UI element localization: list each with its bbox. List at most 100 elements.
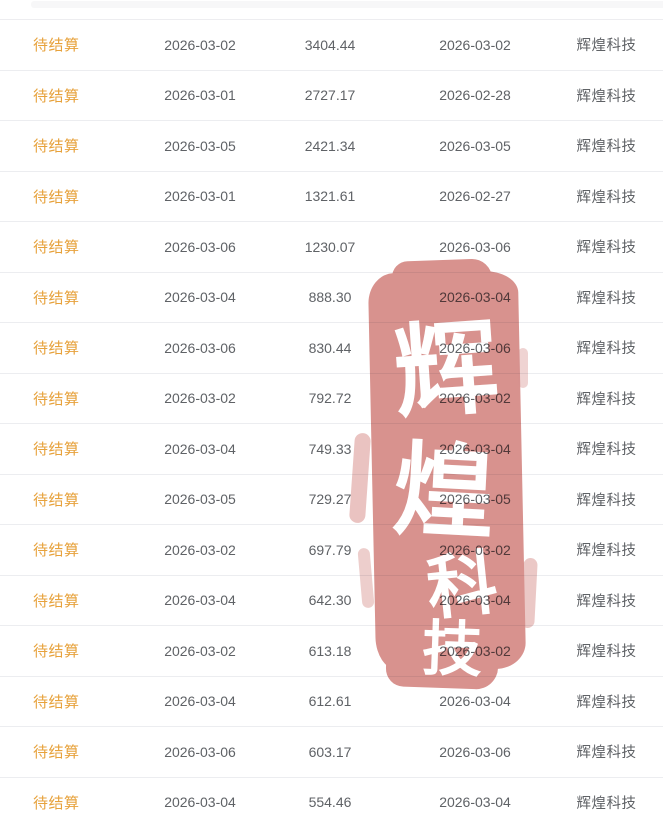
status-badge: 待结算 bbox=[33, 87, 80, 105]
cell-date-2: 2026-03-04 bbox=[439, 794, 511, 811]
cell-date-1: 2026-03-06 bbox=[164, 238, 236, 255]
table-row[interactable]: 待结算 2026-03-05 729.27 2026-03-05 辉煌科技 bbox=[0, 474, 663, 525]
cell-amount: 749.33 bbox=[308, 440, 352, 457]
cell-company: 辉煌科技 bbox=[576, 341, 637, 358]
cell-date-2: 2026-03-04 bbox=[439, 440, 511, 457]
cell-amount: 612.61 bbox=[308, 693, 352, 710]
cell-amount: 1321.61 bbox=[304, 188, 356, 205]
cell-date-1: 2026-03-04 bbox=[164, 440, 236, 457]
status-badge: 待结算 bbox=[33, 592, 80, 610]
cell-amount: 888.30 bbox=[308, 289, 352, 306]
status-cell: 待结算 bbox=[0, 186, 140, 207]
cell-date-2: 2026-02-27 bbox=[439, 188, 511, 205]
status-badge: 待结算 bbox=[33, 390, 80, 408]
table-row[interactable]: 待结算 2026-03-04 888.30 2026-03-04 辉煌科技 bbox=[0, 272, 663, 323]
cell-date-2: 2026-03-06 bbox=[439, 238, 511, 255]
status-cell: 待结算 bbox=[0, 337, 140, 358]
cell-date-1: 2026-03-04 bbox=[164, 592, 236, 609]
cell-date-2: 2026-02-28 bbox=[439, 87, 511, 104]
table-row[interactable]: 待结算 2026-03-04 554.46 2026-03-04 辉煌科技 bbox=[0, 777, 663, 822]
cell-company: 辉煌科技 bbox=[576, 88, 637, 105]
status-cell: 待结算 bbox=[0, 640, 140, 661]
cell-amount: 3404.44 bbox=[304, 36, 356, 53]
status-cell: 待结算 bbox=[0, 34, 140, 55]
status-badge: 待结算 bbox=[33, 37, 80, 55]
cell-amount: 697.79 bbox=[308, 541, 352, 558]
cell-date-1: 2026-03-04 bbox=[164, 289, 236, 306]
settlement-table: 待结算 2026-03-02 3404.44 2026-03-02 辉煌科技 待… bbox=[0, 20, 663, 822]
cell-date-1: 2026-03-04 bbox=[164, 693, 236, 710]
cell-company: 辉煌科技 bbox=[576, 189, 637, 206]
table-row[interactable]: 待结算 2026-03-05 2421.34 2026-03-05 辉煌科技 bbox=[0, 121, 663, 172]
cell-amount: 830.44 bbox=[308, 339, 352, 356]
status-badge: 待结算 bbox=[33, 744, 80, 762]
cell-company: 辉煌科技 bbox=[576, 543, 637, 560]
table-row[interactable]: 待结算 2026-03-04 749.33 2026-03-04 辉煌科技 bbox=[0, 424, 663, 475]
status-cell: 待结算 bbox=[0, 489, 140, 510]
cell-amount: 792.72 bbox=[308, 390, 352, 407]
table-row[interactable]: 待结算 2026-03-06 603.17 2026-03-06 辉煌科技 bbox=[0, 727, 663, 778]
status-badge: 待结算 bbox=[33, 542, 80, 560]
status-cell: 待结算 bbox=[0, 590, 140, 611]
cell-date-1: 2026-03-02 bbox=[164, 541, 236, 558]
cell-date-2: 2026-03-04 bbox=[439, 592, 511, 609]
cell-amount: 603.17 bbox=[308, 743, 352, 760]
cell-date-1: 2026-03-02 bbox=[164, 36, 236, 53]
status-cell: 待结算 bbox=[0, 236, 140, 257]
table-row[interactable]: 待结算 2026-03-01 2727.17 2026-02-28 辉煌科技 bbox=[0, 70, 663, 121]
cell-company: 辉煌科技 bbox=[576, 644, 637, 661]
status-cell: 待结算 bbox=[0, 741, 140, 762]
cell-date-2: 2026-03-06 bbox=[439, 743, 511, 760]
cell-company: 辉煌科技 bbox=[576, 492, 637, 509]
table-row[interactable]: 待结算 2026-03-06 1230.07 2026-03-06 辉煌科技 bbox=[0, 222, 663, 273]
status-badge: 待结算 bbox=[33, 188, 80, 206]
status-badge: 待结算 bbox=[33, 491, 80, 509]
table-row[interactable]: 待结算 2026-03-04 642.30 2026-03-04 辉煌科技 bbox=[0, 575, 663, 626]
cell-amount: 613.18 bbox=[308, 642, 352, 659]
status-badge: 待结算 bbox=[33, 643, 80, 661]
cell-company: 辉煌科技 bbox=[576, 139, 637, 156]
cell-company: 辉煌科技 bbox=[576, 290, 637, 307]
cell-date-2: 2026-03-02 bbox=[439, 642, 511, 659]
cell-company: 辉煌科技 bbox=[576, 745, 637, 762]
cell-date-1: 2026-03-05 bbox=[164, 491, 236, 508]
table-row[interactable]: 待结算 2026-03-04 612.61 2026-03-04 辉煌科技 bbox=[0, 676, 663, 727]
cell-date-1: 2026-03-06 bbox=[164, 339, 236, 356]
cell-amount: 2727.17 bbox=[304, 87, 356, 104]
status-badge: 待结算 bbox=[33, 138, 80, 156]
cell-company: 辉煌科技 bbox=[576, 442, 637, 459]
cell-date-2: 2026-03-04 bbox=[439, 693, 511, 710]
cell-date-1: 2026-03-02 bbox=[164, 642, 236, 659]
status-cell: 待结算 bbox=[0, 287, 140, 308]
cell-date-2: 2026-03-02 bbox=[439, 541, 511, 558]
previous-row-remnant bbox=[0, 0, 663, 20]
table-row[interactable]: 待结算 2026-03-02 3404.44 2026-03-02 辉煌科技 bbox=[0, 20, 663, 71]
table-row[interactable]: 待结算 2026-03-02 697.79 2026-03-02 辉煌科技 bbox=[0, 525, 663, 576]
cell-amount: 642.30 bbox=[308, 592, 352, 609]
cell-company: 辉煌科技 bbox=[576, 694, 637, 711]
table-row[interactable]: 待结算 2026-03-02 613.18 2026-03-02 辉煌科技 bbox=[0, 626, 663, 677]
cell-company: 辉煌科技 bbox=[576, 391, 637, 408]
status-cell: 待结算 bbox=[0, 539, 140, 560]
cell-amount: 729.27 bbox=[308, 491, 352, 508]
status-cell: 待结算 bbox=[0, 135, 140, 156]
table-row[interactable]: 待结算 2026-03-06 830.44 2026-03-06 辉煌科技 bbox=[0, 323, 663, 374]
status-badge: 待结算 bbox=[33, 340, 80, 358]
table-row[interactable]: 待结算 2026-03-02 792.72 2026-03-02 辉煌科技 bbox=[0, 373, 663, 424]
cell-company: 辉煌科技 bbox=[576, 38, 637, 55]
cell-date-2: 2026-03-02 bbox=[439, 36, 511, 53]
cell-date-2: 2026-03-04 bbox=[439, 289, 511, 306]
cell-amount: 1230.07 bbox=[304, 238, 356, 255]
status-badge: 待结算 bbox=[33, 239, 80, 257]
cell-date-1: 2026-03-02 bbox=[164, 390, 236, 407]
cell-company: 辉煌科技 bbox=[576, 795, 637, 812]
status-cell: 待结算 bbox=[0, 85, 140, 106]
cell-amount: 2421.34 bbox=[304, 137, 356, 154]
cell-date-1: 2026-03-06 bbox=[164, 743, 236, 760]
table-row[interactable]: 待结算 2026-03-01 1321.61 2026-02-27 辉煌科技 bbox=[0, 171, 663, 222]
cell-date-2: 2026-03-05 bbox=[439, 491, 511, 508]
cell-date-2: 2026-03-02 bbox=[439, 390, 511, 407]
status-badge: 待结算 bbox=[33, 441, 80, 459]
cell-date-1: 2026-03-01 bbox=[164, 87, 236, 104]
